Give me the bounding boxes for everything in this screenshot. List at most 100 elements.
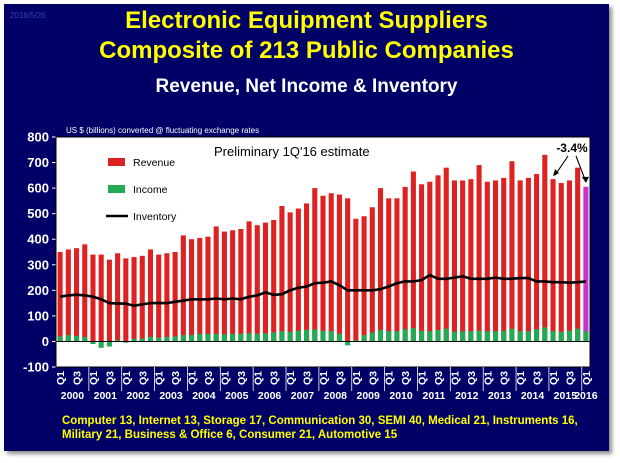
segment-footnote: Computer 13, Internet 13, Storage 17, Co…: [62, 414, 602, 442]
revenue-bar: [312, 188, 318, 342]
revenue-bar: [558, 183, 564, 342]
legend-swatch-revenue: [108, 158, 125, 166]
revenue-bar: [575, 167, 581, 342]
legend-label-inventory: Inventory: [133, 211, 177, 223]
income-bar: [246, 333, 252, 342]
x-year-label: 2001: [94, 390, 118, 402]
y-tick-label: -100: [23, 360, 49, 375]
income-bar: [147, 336, 154, 342]
footnote-line-1: Computer 13, Internet 13, Storage 17, Co…: [62, 415, 578, 427]
chart-slide: 2016/5/26 Electronic Equipment Suppliers…: [4, 4, 609, 451]
x-quarter-label: Q1: [318, 371, 330, 385]
income-bar: [451, 331, 457, 342]
revenue-bar: [123, 258, 129, 342]
income-bar: [238, 333, 244, 342]
revenue-bar: [271, 220, 277, 342]
revenue-bar: [106, 259, 112, 342]
income-bar: [139, 338, 145, 342]
income-bar: [583, 331, 589, 342]
income-bar: [295, 330, 301, 342]
revenue-bar: [443, 167, 449, 342]
x-quarter-label: Q3: [137, 371, 149, 385]
income-bar: [213, 333, 219, 342]
revenue-bar: [345, 198, 351, 342]
income-bar: [517, 331, 523, 342]
x-year-label: 2003: [159, 390, 183, 402]
income-bar: [287, 331, 293, 342]
revenue-bar: [197, 237, 203, 342]
legend-label-revenue: Revenue: [133, 157, 175, 169]
income-bar: [402, 329, 408, 342]
y-tick-label: 0: [42, 334, 49, 349]
income-bar: [353, 340, 359, 342]
revenue-bar: [386, 198, 392, 342]
revenue-bar: [139, 255, 145, 342]
income-bar: [262, 333, 269, 342]
income-bar: [460, 331, 466, 342]
income-bar: [566, 330, 573, 342]
income-bar: [230, 333, 236, 342]
income-bar: [558, 331, 564, 342]
income-bar: [484, 331, 490, 342]
revenue-bar: [230, 230, 236, 342]
income-bar: [271, 332, 277, 342]
income-bar: [73, 335, 80, 342]
revenue-bar: [262, 222, 269, 342]
x-year-label: 2004: [192, 390, 216, 402]
x-year-label: 2014: [521, 390, 545, 402]
x-quarter-label: Q3: [334, 371, 346, 385]
x-quarter-label: Q1: [449, 371, 461, 385]
x-quarter-label: Q1: [88, 371, 100, 385]
y-tick-label: 700: [27, 155, 49, 170]
revenue-bar: [484, 181, 490, 342]
x-quarter-label: Q3: [236, 371, 248, 385]
revenue-bar: [501, 177, 507, 342]
y-tick-label: 500: [27, 206, 49, 221]
revenue-bar: [394, 198, 400, 342]
income-bar: [189, 335, 195, 342]
x-quarter-label: Q3: [203, 371, 215, 385]
x-year-label: 2012: [455, 390, 479, 402]
x-quarter-label: Q1: [482, 371, 494, 385]
callout-arrowhead: [581, 176, 589, 183]
income-bar: [509, 328, 515, 342]
income-bar: [312, 329, 318, 342]
income-bar: [369, 332, 375, 342]
x-year-label: 2006: [258, 390, 282, 402]
x-quarter-label: Q1: [548, 371, 560, 385]
income-bar: [90, 341, 96, 344]
revenue-bar: [254, 225, 260, 342]
x-quarter-label: Q3: [433, 371, 445, 385]
x-quarter-label: Q1: [351, 371, 363, 385]
income-bar: [156, 337, 162, 342]
revenue-bar: [246, 221, 252, 342]
income-bar: [254, 333, 260, 342]
x-quarter-label: Q3: [302, 371, 314, 385]
inventory-line: [59, 273, 587, 308]
revenue-bar: [410, 171, 416, 342]
x-quarter-label: Q3: [269, 371, 281, 385]
income-bar: [542, 327, 548, 342]
income-bar: [57, 336, 63, 342]
x-quarter-label: Q1: [285, 371, 297, 385]
revenue-bar: [460, 180, 466, 342]
revenue-bar: [295, 208, 301, 342]
y-tick-label: 200: [27, 283, 49, 298]
x-quarter-label: Q1: [384, 371, 396, 385]
income-bar: [394, 331, 400, 342]
chart-subtitle: Revenue, Net Income & Inventory: [155, 76, 458, 97]
income-bar: [180, 335, 186, 342]
revenue-bar: [550, 179, 556, 342]
revenue-bar: [279, 206, 285, 342]
x-quarter-label: Q3: [72, 371, 84, 385]
revenue-bar: [82, 244, 88, 342]
revenue-bar: [189, 239, 195, 342]
revenue-bar: [369, 207, 375, 342]
chart-title-line1: Electronic Equipment Suppliers: [125, 7, 488, 34]
revenue-bar: [213, 226, 219, 342]
income-bar: [427, 331, 433, 342]
plot-border: [55, 136, 591, 368]
x-year-label: 2013: [488, 390, 512, 402]
revenue-bar: [180, 235, 186, 342]
income-bar: [115, 340, 121, 342]
